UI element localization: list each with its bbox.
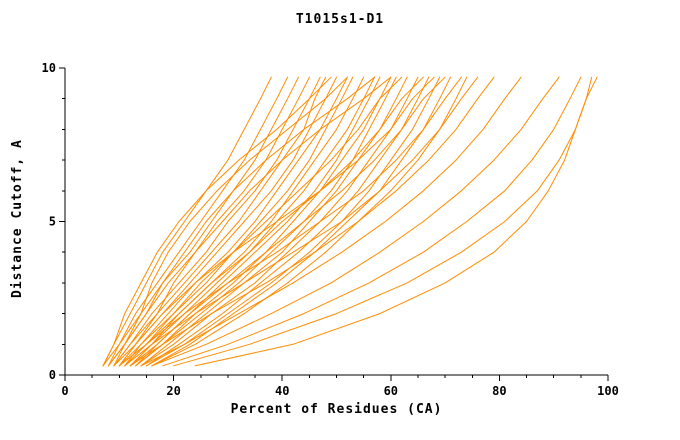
chart-title: T1015s1-D1: [295, 12, 385, 27]
model-curve: [124, 76, 354, 367]
x-tick-label: 60: [384, 384, 398, 398]
model-curve: [124, 76, 365, 367]
model-curve: [113, 76, 435, 367]
x-tick-label: 0: [61, 384, 68, 398]
model-curve: [145, 76, 430, 367]
model-curve: [140, 76, 522, 367]
model-curve: [102, 76, 289, 367]
x-tick-label: 40: [275, 384, 289, 398]
model-curve: [129, 76, 424, 367]
model-curve: [129, 76, 495, 367]
x-tick-label: 100: [597, 384, 619, 398]
model-curve: [118, 76, 392, 367]
model-curve: [151, 76, 451, 367]
model-curve: [162, 76, 582, 367]
model-curve: [113, 76, 321, 367]
model-curve: [135, 76, 392, 367]
model-curve: [140, 76, 408, 367]
x-tick-label: 20: [166, 384, 180, 398]
y-tick-label: 0: [49, 368, 56, 382]
model-curve: [151, 76, 560, 367]
x-tick-label: 80: [492, 384, 506, 398]
model-curve: [194, 76, 593, 367]
model-curve: [102, 76, 332, 367]
model-curve: [102, 76, 272, 367]
model-curve: [124, 76, 403, 367]
model-curve: [107, 76, 348, 367]
y-tick-label: 5: [49, 215, 56, 229]
model-curve: [135, 76, 446, 367]
model-curve: [118, 76, 348, 367]
model-curve: [118, 76, 462, 367]
model-curve: [107, 76, 299, 367]
model-curve: [124, 76, 479, 367]
x-axis-label: Percent of Residues (CA): [230, 402, 443, 417]
model-curve: [113, 76, 375, 367]
model-curve: [107, 76, 310, 367]
y-tick-label: 10: [42, 61, 56, 75]
model-curve: [113, 76, 327, 367]
